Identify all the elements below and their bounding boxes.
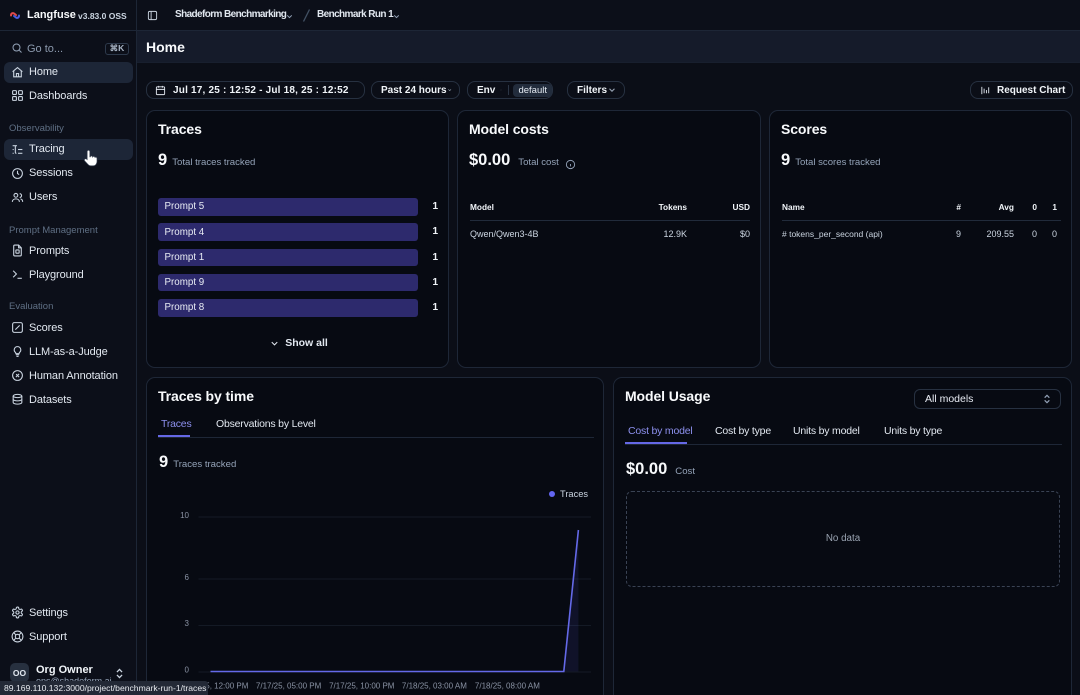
svg-text:3: 3 (185, 619, 190, 628)
svg-text:7/17/25, 12:00 PM: 7/17/25, 12:00 PM (183, 682, 249, 691)
svg-text:7/18/25, 08:00 AM: 7/18/25, 08:00 AM (475, 682, 540, 691)
svg-text:7/17/25, 05:00 PM: 7/17/25, 05:00 PM (256, 682, 322, 691)
svg-text:6: 6 (185, 573, 190, 582)
svg-text:0: 0 (185, 666, 190, 675)
svg-text:7/17/25, 10:00 PM: 7/17/25, 10:00 PM (329, 682, 395, 691)
svg-text:10: 10 (180, 511, 189, 520)
svg-text:7/18/25, 03:00 AM: 7/18/25, 03:00 AM (402, 682, 467, 691)
